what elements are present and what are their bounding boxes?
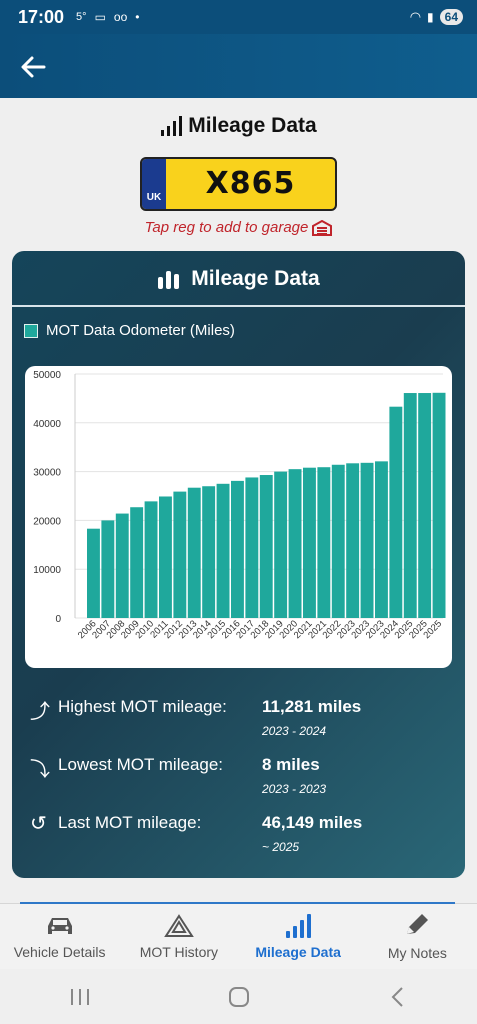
- card-divider: [12, 305, 465, 307]
- system-navigation: [0, 969, 477, 1024]
- chart-bar: [187, 487, 201, 618]
- legend-label: MOT Data Odometer (Miles): [46, 322, 235, 339]
- chart-bar: [403, 393, 417, 618]
- card-title: Mileage Data: [12, 267, 465, 291]
- chart-bar: [303, 467, 316, 618]
- chart-bar: [389, 406, 403, 618]
- stat-value: 8 miles: [262, 755, 320, 774]
- chart-bar: [87, 528, 100, 618]
- dot-icon: •: [135, 10, 140, 24]
- chart-bar: [259, 475, 273, 618]
- history-icon: ↺: [30, 813, 47, 835]
- chart-container: 0 10000 20000 30000 40000 50000 2006 2007 2008 20…: [25, 366, 452, 668]
- arrow-up-icon: ⤴: [30, 701, 50, 723]
- nav-my-notes[interactable]: My Notes: [358, 904, 477, 969]
- back-arrow-icon[interactable]: [18, 52, 48, 82]
- plate-country: UK: [142, 159, 166, 209]
- chart-bar: [360, 462, 374, 618]
- nav-label: Vehicle Details: [13, 943, 106, 960]
- page-title: Mileage Data: [0, 114, 477, 138]
- stat-lowest: ⤵ Lowest MOT mileage: 8 miles 2023 - 202…: [30, 753, 450, 811]
- arrow-down-icon: ⤵: [30, 759, 50, 781]
- chart-bar: [231, 480, 244, 618]
- y-tick-label: 40000: [33, 419, 61, 430]
- stat-value: 11,281 miles: [262, 697, 362, 716]
- chart-bar: [159, 496, 172, 618]
- chart-bar: [346, 463, 360, 618]
- card-title-text: Mileage Data: [191, 267, 320, 290]
- nav-top-border: [20, 902, 455, 904]
- stat-value: 46,149 miles: [262, 813, 363, 832]
- nav-label: MOT History: [139, 943, 219, 960]
- signal-icon: ▮: [427, 10, 434, 24]
- stat-label: Last MOT mileage:: [58, 813, 202, 832]
- stat-range: ~ 2025: [262, 840, 300, 854]
- chart-bar: [418, 393, 432, 618]
- chart-bar: [115, 513, 129, 618]
- mot-triangle-icon: [164, 913, 194, 937]
- stat-range: 2023 - 2023: [262, 782, 327, 796]
- chart-bar: [202, 486, 216, 618]
- status-time: 17:00: [18, 6, 65, 27]
- recent-apps-icon[interactable]: [68, 987, 92, 1007]
- chart-bar: [173, 491, 187, 618]
- nav-mot-history[interactable]: MOT History: [119, 904, 238, 969]
- home-icon[interactable]: [227, 985, 251, 1009]
- stat-highest: ⤴ Highest MOT mileage: 11,281 miles 2023…: [30, 695, 450, 753]
- tap-to-add-hint[interactable]: Tap reg to add to garage: [0, 219, 477, 236]
- y-tick-label: 10000: [33, 565, 61, 576]
- chart-bar: [432, 392, 446, 618]
- status-bar: 17:00 5° ▭ oo • ◠ ▮ 64: [0, 0, 477, 34]
- back-icon[interactable]: [386, 985, 410, 1009]
- y-tick-label: 20000: [33, 516, 61, 527]
- chart-legend[interactable]: MOT Data Odometer (Miles): [24, 322, 235, 339]
- chart-bar: [130, 507, 144, 618]
- tap-hint-text: Tap reg to add to garage: [144, 219, 309, 236]
- page-title-text: Mileage Data: [188, 114, 317, 137]
- battery-badge: 64: [439, 9, 463, 25]
- chart-bar: [274, 471, 288, 618]
- chart-bar: [216, 483, 230, 618]
- signal-bars-icon: [161, 116, 183, 136]
- garage-icon: [312, 219, 333, 236]
- car-icon: [47, 917, 72, 934]
- signal-bars-icon: [286, 913, 312, 938]
- status-temperature: 5°: [76, 11, 87, 23]
- y-tick-label: 0: [55, 614, 61, 625]
- chart-bar: [245, 477, 259, 618]
- chart-bar: [288, 469, 302, 618]
- mileage-chart: 0100002000030000400005000020062007200820…: [33, 370, 446, 641]
- notification-icon: ▭: [94, 10, 106, 24]
- legend-swatch: [24, 323, 38, 338]
- chart-bar: [317, 467, 331, 618]
- chart-bar: [375, 461, 388, 618]
- mileage-card: Mileage Data MOT Data Odometer (Miles) 0…: [12, 251, 465, 878]
- voicemail-icon: oo: [113, 10, 128, 24]
- chart-bar: [101, 520, 115, 618]
- stat-label: Lowest MOT mileage:: [58, 755, 224, 774]
- y-tick-label: 50000: [33, 370, 61, 381]
- nav-label: My Notes: [387, 944, 447, 961]
- pencil-icon: [407, 913, 429, 934]
- stat-last: ↺ Last MOT mileage: 46,149 miles ~ 2025: [30, 811, 450, 869]
- bar-chart-icon: [158, 271, 180, 289]
- nav-mileage-data[interactable]: Mileage Data: [239, 904, 358, 969]
- stat-range: 2023 - 2024: [262, 724, 327, 738]
- chart-bar: [144, 501, 158, 618]
- nav-label: Mileage Data: [255, 943, 341, 960]
- app-bar: [0, 34, 477, 98]
- plate-registration: X865 EAA: [205, 166, 296, 201]
- chart-bar: [331, 464, 345, 618]
- y-tick-label: 30000: [33, 468, 61, 479]
- stat-label: Highest MOT mileage:: [58, 697, 227, 716]
- nav-vehicle-details[interactable]: Vehicle Details: [0, 904, 119, 969]
- registration-plate[interactable]: UK X865 EAA: [140, 157, 337, 211]
- wifi-icon: ◠: [409, 9, 422, 24]
- bottom-navigation: Vehicle Details MOT History Mileage Data…: [0, 902, 477, 969]
